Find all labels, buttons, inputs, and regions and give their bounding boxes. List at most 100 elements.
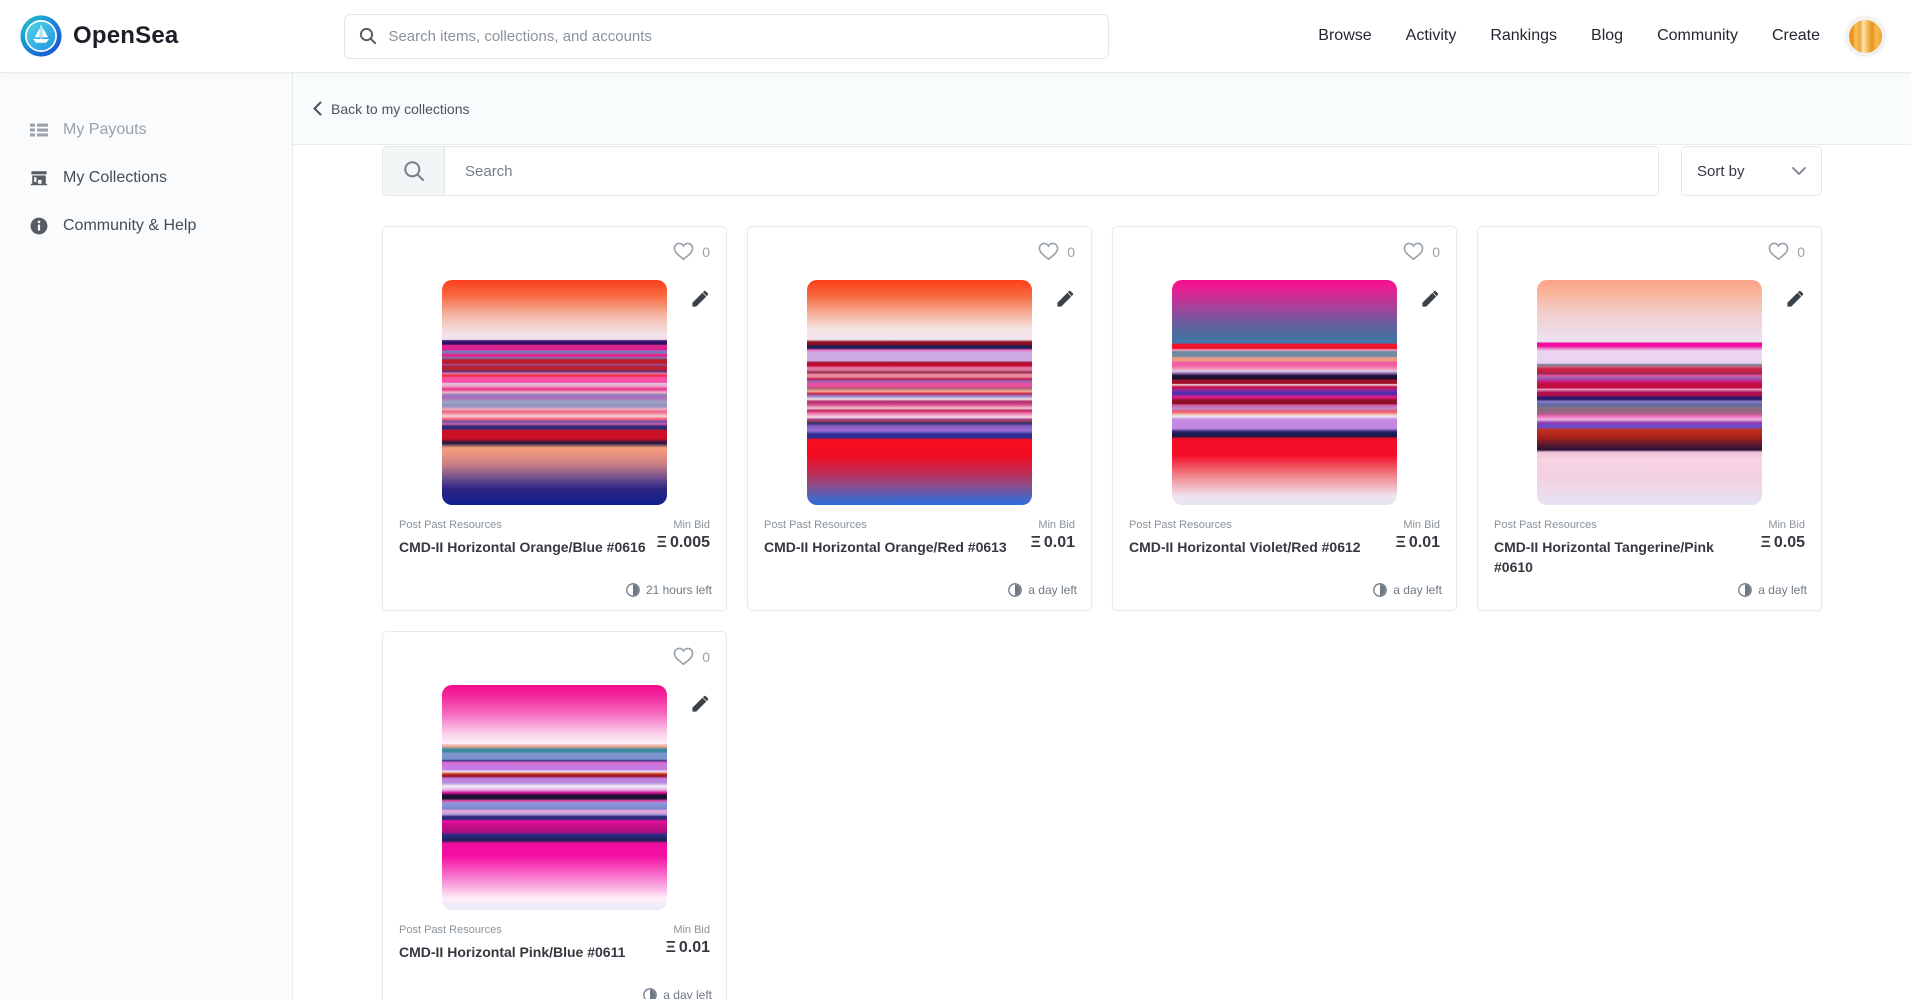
nft-title[interactable]: CMD-II Horizontal Orange/Blue #0616 [399, 539, 646, 555]
sort-by-dropdown[interactable]: Sort by [1681, 146, 1822, 196]
edit-pencil-icon[interactable] [690, 694, 710, 714]
min-bid-value: Ξ 0.01 [665, 939, 710, 956]
back-strip: Back to my collections [293, 73, 1911, 145]
card-like-row: 0 [1113, 227, 1456, 261]
collection-name[interactable]: Post Past Resources [1129, 519, 1232, 531]
min-bid-value: Ξ 0.01 [1395, 534, 1440, 551]
nav-link-blog[interactable]: Blog [1591, 27, 1624, 44]
like-count: 0 [702, 243, 710, 260]
clock-icon [1738, 583, 1753, 597]
time-left-row: a day left [1478, 579, 1821, 610]
nft-artwork[interactable] [442, 685, 667, 910]
sidebar-item-community-help[interactable]: Community & Help [0, 202, 292, 250]
collection-name[interactable]: Post Past Resources [1494, 519, 1597, 531]
chevron-left-icon [313, 101, 322, 116]
min-bid-label: Min Bid [1768, 519, 1805, 531]
sidebar-item-my-payouts[interactable]: My Payouts [0, 106, 292, 154]
back-to-collections-link[interactable]: Back to my collections [313, 101, 470, 117]
nft-card[interactable]: 0 Post Past Resources CMD-II Horizontal … [747, 226, 1092, 611]
nav-link-community[interactable]: Community [1657, 27, 1738, 44]
heart-icon[interactable] [673, 647, 694, 666]
edit-pencil-icon[interactable] [1055, 289, 1075, 309]
nft-artwork[interactable] [807, 280, 1032, 505]
collection-name[interactable]: Post Past Resources [399, 519, 502, 531]
nft-title[interactable]: CMD-II Horizontal Pink/Blue #0611 [399, 944, 626, 960]
nft-card[interactable]: 0 Post Past Resources CMD-II Horizontal … [1477, 226, 1822, 611]
collection-search-bar[interactable] [382, 146, 1659, 196]
min-bid-label: Min Bid [1038, 519, 1075, 531]
ethereum-icon: Ξ [1030, 534, 1041, 551]
ethereum-icon: Ξ [1395, 534, 1406, 551]
storefront-icon [30, 169, 48, 187]
card-like-row: 0 [383, 227, 726, 261]
card-info: Post Past Resources CMD-II Horizontal Or… [383, 505, 726, 579]
nft-title[interactable]: CMD-II Horizontal Tangerine/Pink #0610 [1494, 539, 1714, 576]
collection-toolbar: Sort by [293, 145, 1911, 196]
sidebar-item-my-collections[interactable]: My Collections [0, 154, 292, 202]
search-icon [359, 27, 377, 45]
heart-icon[interactable] [1768, 242, 1789, 261]
min-bid-label: Min Bid [673, 519, 710, 531]
min-bid-value: Ξ 0.01 [1030, 534, 1075, 551]
nav-link-create[interactable]: Create [1771, 27, 1820, 44]
card-info: Post Past Resources CMD-II Horizontal Vi… [1113, 505, 1456, 579]
back-link-label: Back to my collections [331, 100, 470, 117]
edit-pencil-icon[interactable] [690, 289, 710, 309]
edit-pencil-icon[interactable] [1785, 289, 1805, 309]
time-left-row: a day left [383, 984, 726, 999]
edit-pencil-icon[interactable] [1420, 289, 1440, 309]
nav-link-browse[interactable]: Browse [1318, 27, 1372, 44]
primary-nav: Browse Activity Rankings Blog Community … [1318, 27, 1820, 45]
heart-icon[interactable] [673, 242, 694, 261]
nft-title[interactable]: CMD-II Horizontal Violet/Red #0612 [1129, 539, 1361, 555]
global-search-input[interactable] [388, 27, 1095, 45]
nft-artwork[interactable] [1537, 280, 1762, 505]
nft-card-grid: 0 Post Past Resources CMD-II Horizontal … [293, 196, 1911, 999]
content: Back to my collections Sort by [293, 73, 1911, 999]
sort-by-label: Sort by [1697, 162, 1745, 180]
min-bid-value: Ξ 0.005 [656, 534, 710, 551]
min-bid-label: Min Bid [1403, 519, 1440, 531]
sidebar-item-label: My Collections [63, 169, 168, 186]
global-search-bar[interactable] [344, 13, 1110, 59]
time-left-label: a day left [1758, 583, 1807, 597]
opensea-logo[interactable]: OpenSea [20, 15, 178, 57]
time-left-label: 21 hours left [645, 583, 712, 597]
heart-icon[interactable] [1038, 242, 1059, 261]
card-like-row: 0 [383, 632, 726, 666]
time-left-label: a day left [1393, 583, 1442, 597]
min-bid-value: Ξ 0.05 [1760, 534, 1805, 551]
time-left-row: a day left [1113, 579, 1456, 610]
card-info: Post Past Resources CMD-II Horizontal Or… [748, 505, 1091, 579]
card-like-row: 0 [1478, 227, 1821, 261]
clock-icon [626, 583, 640, 597]
nav-link-activity[interactable]: Activity [1405, 27, 1457, 44]
clock-icon [1008, 583, 1023, 597]
time-left-label: a day left [1028, 583, 1077, 597]
min-bid-label: Min Bid [673, 924, 710, 936]
collection-name[interactable]: Post Past Resources [764, 519, 867, 531]
nft-card[interactable]: 0 Post Past Resources CMD-II Horizontal … [1112, 226, 1457, 611]
nft-card[interactable]: 0 Post Past Resources CMD-II Horizontal … [382, 631, 727, 999]
user-avatar[interactable] [1847, 17, 1884, 55]
sidebar-item-label: Community & Help [63, 217, 197, 234]
main-area: My Payouts My Collections Community & [0, 73, 1911, 999]
like-count: 0 [1067, 243, 1075, 260]
opensea-logo-icon [20, 15, 62, 57]
top-navbar: OpenSea Browse Activity Rankings Blog Co… [0, 0, 1911, 73]
nft-card[interactable]: 0 Post Past Resources CMD-II Horizontal … [382, 226, 727, 611]
collection-name[interactable]: Post Past Resources [399, 924, 502, 936]
time-left-row: 21 hours left [383, 579, 726, 610]
opensea-logo-text: OpenSea [73, 22, 179, 49]
nav-link-rankings[interactable]: Rankings [1490, 27, 1558, 44]
card-info: Post Past Resources CMD-II Horizontal Ta… [1478, 505, 1821, 579]
nft-title[interactable]: CMD-II Horizontal Orange/Red #0613 [764, 539, 1007, 555]
search-icon-button[interactable] [383, 147, 445, 195]
sidebar-item-label: My Payouts [63, 121, 147, 138]
collection-search-input[interactable] [445, 147, 1658, 195]
nft-artwork[interactable] [442, 280, 667, 505]
chevron-down-icon [1792, 167, 1806, 175]
nft-artwork[interactable] [1172, 280, 1397, 505]
heart-icon[interactable] [1403, 242, 1424, 261]
search-icon [403, 161, 424, 181]
